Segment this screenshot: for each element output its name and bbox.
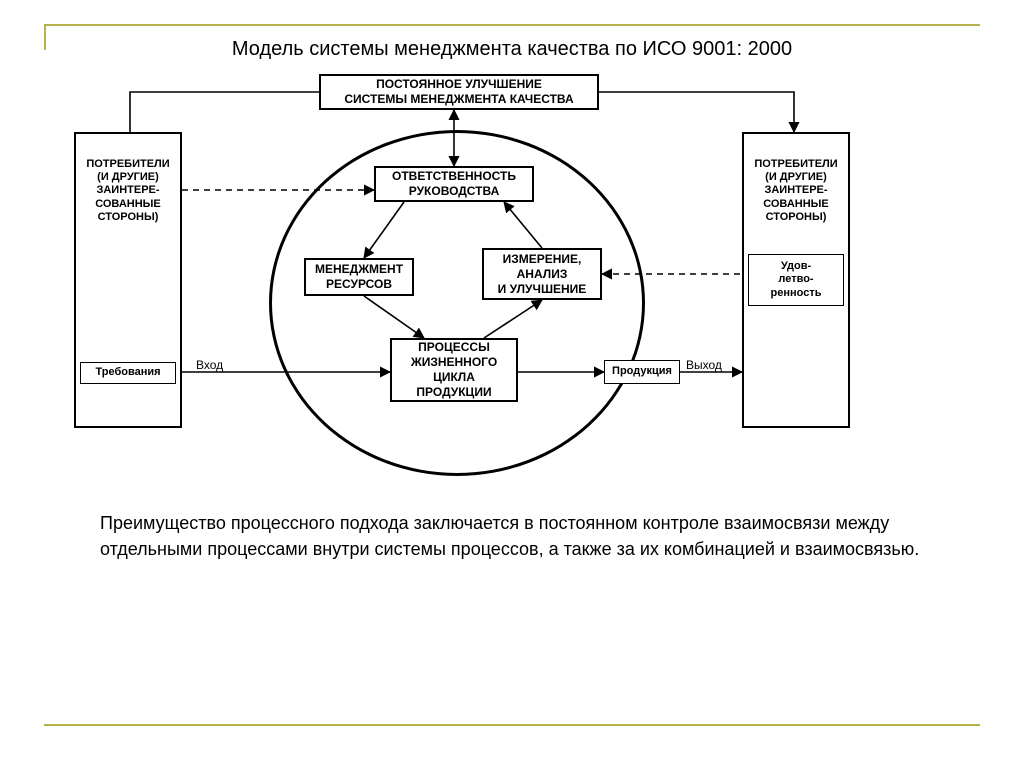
frame-corner	[44, 24, 70, 26]
node-product-lifecycle: ПРОЦЕССЫЖИЗНЕННОГОЦИКЛАПРОДУКЦИИ	[390, 338, 518, 402]
qms-diagram: ПОСТОЯННОЕ УЛУЧШЕНИЕСИСТЕМЫ МЕНЕДЖМЕНТА …	[74, 70, 950, 470]
label-input: Вход	[196, 358, 223, 372]
node-management-responsibility: ОТВЕТСТВЕННОСТЬРУКОВОДСТВА	[374, 166, 534, 202]
node-continuous-improvement: ПОСТОЯННОЕ УЛУЧШЕНИЕСИСТЕМЫ МЕНЕДЖМЕНТА …	[319, 74, 599, 110]
node-requirements: Требования	[80, 362, 176, 384]
label-output: Выход	[686, 358, 722, 372]
node-satisfaction: Удов-летво-ренность	[748, 254, 844, 306]
page-title: Модель системы менеджмента качества по И…	[0, 38, 1024, 61]
node-consumers-left: ПОТРЕБИТЕЛИ(И ДРУГИЕ)ЗАИНТЕРЕ-СОВАННЫЕСТ…	[80, 144, 176, 238]
node-measurement-analysis: ИЗМЕРЕНИЕ,АНАЛИЗИ УЛУЧШЕНИЕ	[482, 248, 602, 300]
node-product: Продукция	[604, 360, 680, 384]
node-consumers-right: ПОТРЕБИТЕЛИ(И ДРУГИЕ)ЗАИНТЕРЕ-СОВАННЫЕСТ…	[748, 144, 844, 238]
caption-text: Преимущество процессного подхода заключа…	[100, 510, 934, 562]
node-resource-management: МЕНЕДЖМЕНТРЕСУРСОВ	[304, 258, 414, 296]
